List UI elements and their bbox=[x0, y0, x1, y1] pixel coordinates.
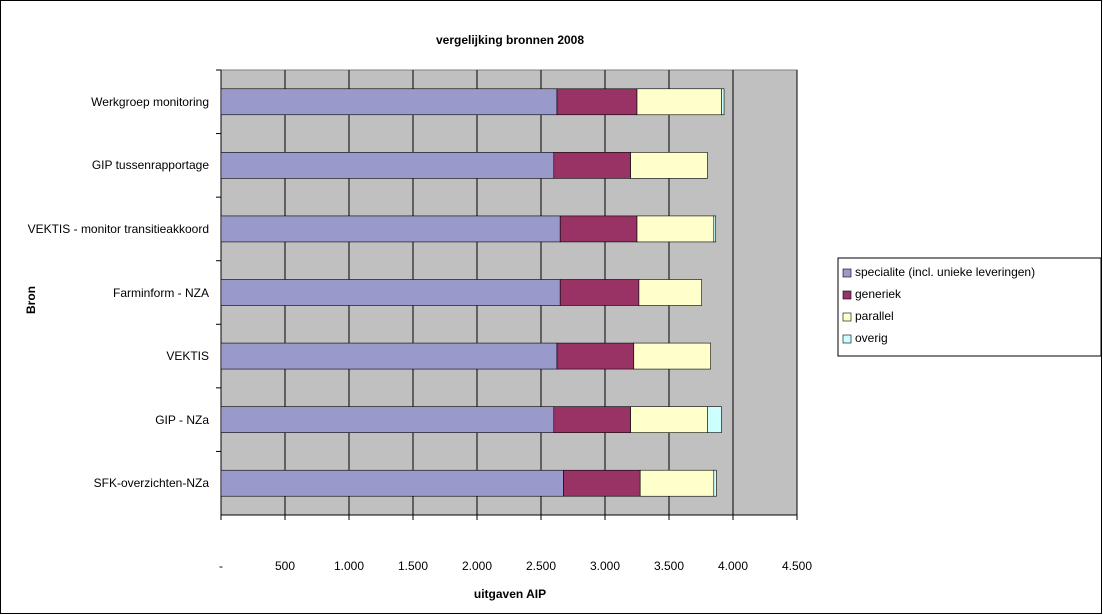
x-tick-label: 2.000 bbox=[462, 559, 492, 573]
legend-box bbox=[837, 257, 1102, 357]
bar-segment bbox=[220, 215, 561, 243]
bar-segment bbox=[707, 406, 722, 433]
bar-segment bbox=[553, 152, 631, 179]
bar-segment bbox=[556, 342, 635, 370]
x-tick-label: 4.000 bbox=[718, 559, 748, 573]
x-tick-label: - bbox=[219, 559, 223, 573]
x-axis-title: uitgaven AIP bbox=[474, 587, 546, 601]
bar-segment bbox=[630, 152, 708, 179]
legend-label: generiek bbox=[855, 287, 902, 301]
y-tick-label: VEKTIS bbox=[166, 349, 209, 364]
bar-segment bbox=[721, 88, 725, 116]
bar-segment bbox=[638, 279, 702, 306]
y-tick-label: Farminform - NZA bbox=[113, 285, 209, 300]
y-tick-label: SFK-overzichten-NZa bbox=[93, 476, 209, 491]
bar-segment bbox=[220, 406, 555, 433]
legend-swatch bbox=[842, 290, 852, 300]
bar-segment bbox=[559, 279, 640, 306]
y-tick-label: Werkgroep monitoring bbox=[91, 94, 209, 109]
y-axis-title: Bron bbox=[24, 286, 38, 314]
bar-segment bbox=[220, 342, 558, 370]
chart-title: vergelijking bronnen 2008 bbox=[436, 33, 584, 47]
x-tick-label: 1.500 bbox=[398, 559, 428, 573]
bar-segment bbox=[220, 88, 558, 116]
legend-swatch bbox=[842, 268, 852, 278]
bar-segment bbox=[556, 88, 638, 116]
bar-segment bbox=[559, 215, 638, 243]
x-tick-label: 3.000 bbox=[590, 559, 620, 573]
bar-segment bbox=[639, 469, 715, 497]
x-tick-label: 2.500 bbox=[526, 559, 556, 573]
bar-segment bbox=[636, 88, 722, 116]
bar-segment bbox=[563, 469, 641, 497]
y-tick-label: GIP tussenrapportage bbox=[91, 158, 209, 173]
bar-segment bbox=[220, 469, 564, 497]
bar-segment bbox=[553, 406, 631, 433]
bar-segment bbox=[220, 152, 555, 179]
x-tick-label: 4.500 bbox=[782, 559, 812, 573]
bar-segment bbox=[220, 279, 561, 306]
x-tick-label: 3.500 bbox=[654, 559, 684, 573]
bar-segment bbox=[630, 406, 708, 433]
y-tick-label: GIP - NZa bbox=[155, 412, 209, 427]
x-tick-label: 1.000 bbox=[334, 559, 364, 573]
legend-label: parallel bbox=[855, 309, 894, 323]
bar-segment bbox=[713, 469, 717, 497]
legend-swatch bbox=[842, 312, 852, 322]
y-tick-label: VEKTIS - monitor transitieakkoord bbox=[27, 221, 209, 236]
bar-segment bbox=[636, 215, 715, 243]
legend-swatch bbox=[842, 334, 852, 344]
legend-label: specialite (incl. unieke leveringen) bbox=[855, 265, 1035, 279]
bar-segment bbox=[713, 215, 717, 243]
bar-segment bbox=[633, 342, 711, 370]
legend-label: overig bbox=[855, 331, 888, 345]
x-tick-label: 500 bbox=[275, 559, 295, 573]
